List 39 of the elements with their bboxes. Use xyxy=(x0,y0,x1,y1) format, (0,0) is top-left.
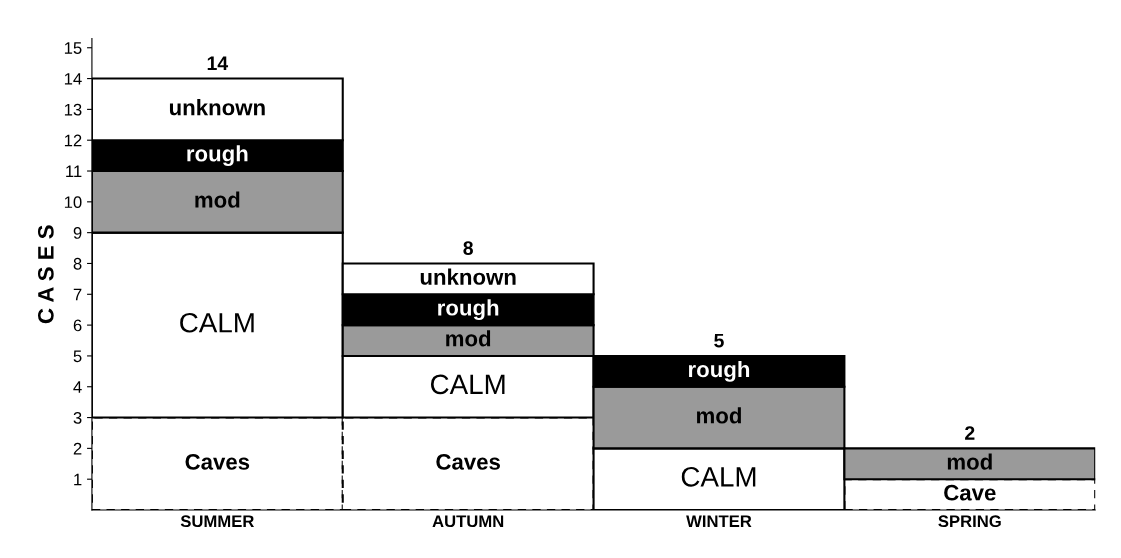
data-label: Caves xyxy=(436,454,500,470)
y-tick-label: 9 xyxy=(73,227,82,239)
total-label: 8 xyxy=(463,241,473,255)
data-label: mod xyxy=(446,330,491,347)
y-tick-label: 15 xyxy=(64,42,82,54)
y-tick-label: 14 xyxy=(64,73,82,85)
data-label: unknown xyxy=(169,99,265,116)
y-tick-label: 5 xyxy=(73,350,82,363)
data-label: Caves xyxy=(185,454,250,470)
data-label: mod xyxy=(696,407,741,424)
data-label: mod xyxy=(947,453,992,470)
data-label: CALM xyxy=(430,374,505,395)
data-label: CALM xyxy=(180,312,254,333)
data-label: rough xyxy=(688,360,750,382)
x-tick-label: SUMMER xyxy=(180,515,255,528)
y-tick-label: 12 xyxy=(64,134,82,147)
y-tick-label: 11 xyxy=(66,165,82,178)
data-label: rough xyxy=(438,299,499,321)
total-label: 2 xyxy=(965,426,975,440)
y-tick-label: 2 xyxy=(73,442,82,455)
y-tick-label: 6 xyxy=(73,319,82,332)
y-axis-title: C A S E S xyxy=(37,225,54,324)
y-tick-label: 8 xyxy=(73,257,82,270)
y-tick-label: 4 xyxy=(73,381,82,393)
data-label: unknown xyxy=(420,268,516,285)
data-label: Cave xyxy=(944,484,996,501)
y-tick-label: 3 xyxy=(73,411,82,424)
data-label: rough xyxy=(187,145,248,167)
x-tick-label: AUTUMN xyxy=(432,515,504,528)
data-label: CALM xyxy=(681,466,756,487)
total-label: 14 xyxy=(207,56,229,70)
data-label: mod xyxy=(195,191,240,208)
y-tick-label: 7 xyxy=(73,288,82,301)
y-tick-label: 13 xyxy=(64,103,82,116)
total-label: 5 xyxy=(714,333,724,348)
x-tick-label: SPRING xyxy=(938,515,1001,528)
y-tick-label: 10 xyxy=(64,196,82,209)
x-tick-label: WINTER xyxy=(686,515,752,527)
y-tick-label: 1 xyxy=(74,473,82,486)
